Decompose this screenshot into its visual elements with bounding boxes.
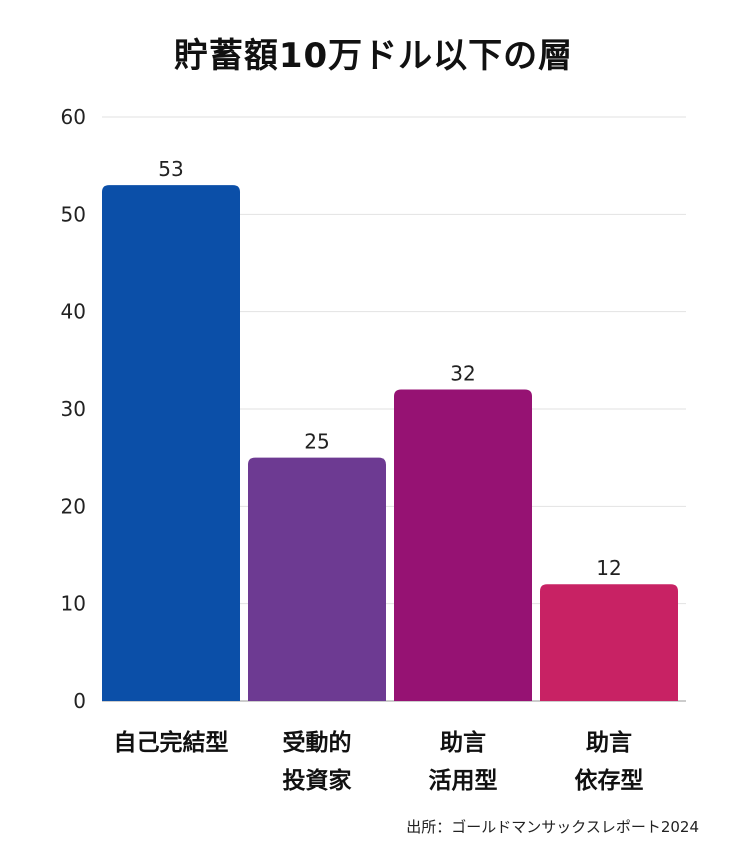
bar-3 — [394, 389, 532, 701]
data-label-4: 12 — [596, 556, 621, 580]
y-tick-label: 30 — [61, 397, 86, 421]
x-tick-label-2: 受動的投資家 — [283, 729, 352, 794]
chart-title: 貯蓄額10万ドル以下の層 — [173, 36, 574, 76]
y-axis-ticks: 0 10 20 30 40 50 60 — [61, 105, 86, 713]
y-tick-label: 10 — [61, 592, 86, 616]
data-labels: 53 25 32 12 — [158, 157, 621, 580]
x-tick-label-4: 助言依存型 — [575, 729, 644, 794]
x-tick-label-1: 自己完結型 — [114, 729, 229, 756]
y-tick-label: 0 — [73, 689, 86, 713]
bars — [102, 185, 678, 702]
x-axis-labels: 自己完結型 受動的投資家 助言活用型 助言依存型 — [114, 729, 644, 794]
bar-4 — [540, 584, 678, 701]
data-label-1: 53 — [158, 157, 183, 181]
y-tick-label: 40 — [61, 300, 86, 324]
y-tick-label: 60 — [61, 105, 86, 129]
data-label-2: 25 — [304, 430, 329, 454]
bar-1 — [102, 185, 240, 702]
data-label-3: 32 — [450, 362, 475, 386]
bar-2 — [248, 457, 386, 701]
y-tick-label: 50 — [61, 202, 86, 226]
source-note: 出所：ゴールドマンサックスレポート2024 — [406, 818, 699, 836]
x-tick-label-3: 助言活用型 — [429, 729, 498, 794]
y-tick-label: 20 — [61, 494, 86, 518]
